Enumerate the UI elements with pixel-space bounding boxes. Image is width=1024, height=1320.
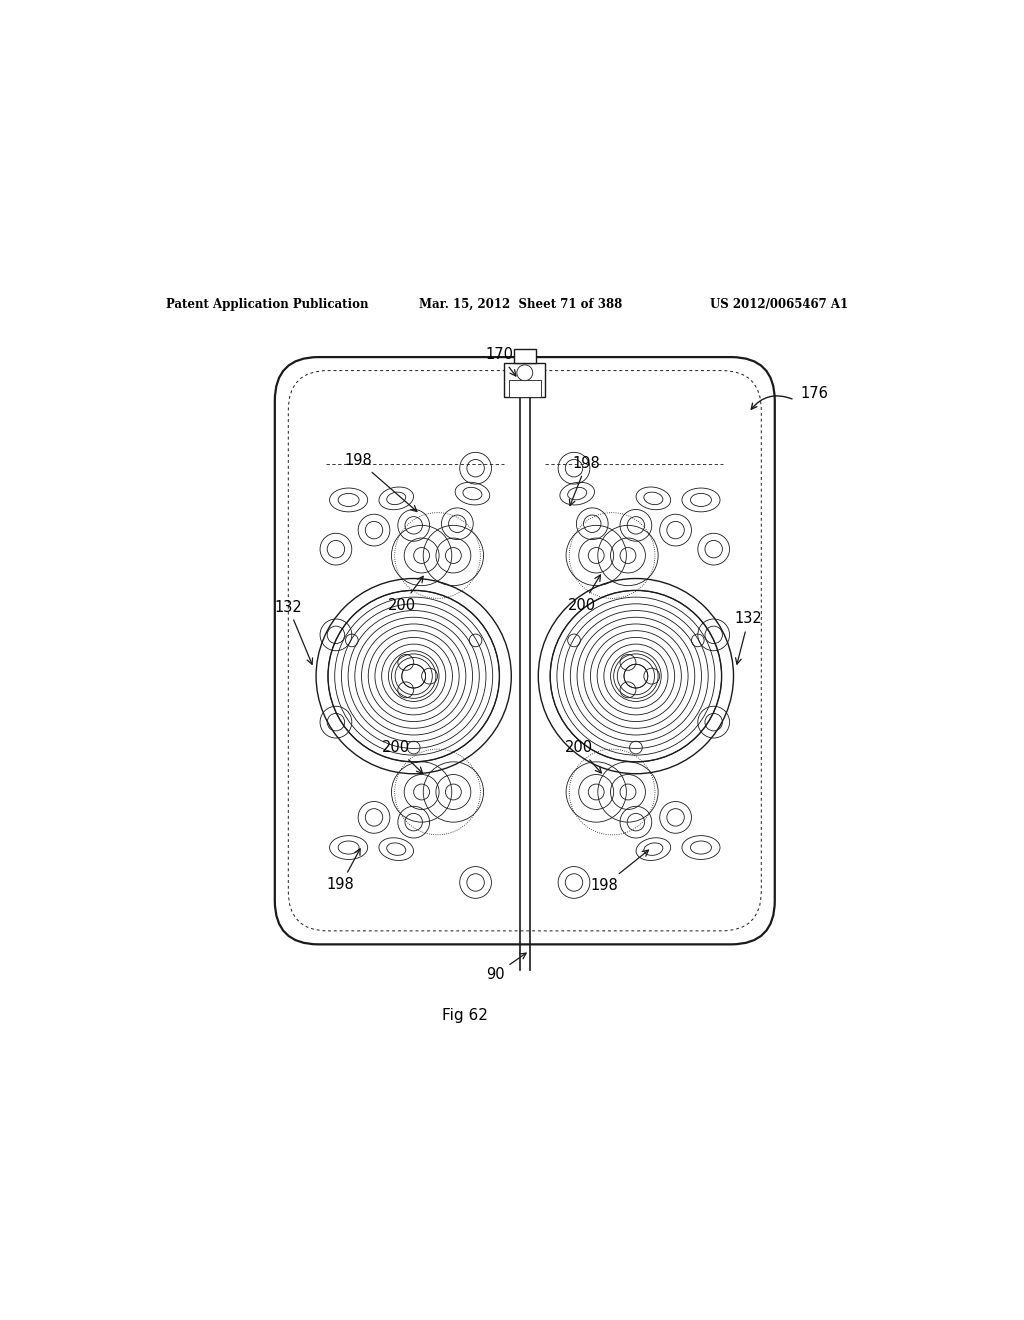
Text: 132: 132	[735, 611, 763, 664]
Text: 200: 200	[564, 741, 601, 774]
Text: 90: 90	[486, 953, 526, 982]
Bar	[509, 380, 541, 397]
Text: 198: 198	[327, 849, 360, 892]
Text: US 2012/0065467 A1: US 2012/0065467 A1	[710, 298, 848, 312]
Text: Fig 62: Fig 62	[442, 1008, 488, 1023]
Text: 132: 132	[274, 599, 312, 664]
Text: 170: 170	[485, 347, 516, 376]
Text: 200: 200	[382, 741, 423, 774]
Circle shape	[517, 364, 532, 380]
Text: Patent Application Publication: Patent Application Publication	[166, 298, 369, 312]
Bar	[514, 350, 536, 363]
Text: Mar. 15, 2012  Sheet 71 of 388: Mar. 15, 2012 Sheet 71 of 388	[419, 298, 623, 312]
FancyBboxPatch shape	[274, 358, 775, 944]
Text: 198: 198	[590, 850, 648, 894]
Bar	[504, 363, 546, 397]
Text: 200: 200	[568, 576, 600, 612]
Text: 198: 198	[569, 455, 600, 506]
Text: 200: 200	[388, 577, 423, 612]
Text: 176: 176	[801, 387, 828, 401]
Text: 198: 198	[344, 453, 417, 511]
